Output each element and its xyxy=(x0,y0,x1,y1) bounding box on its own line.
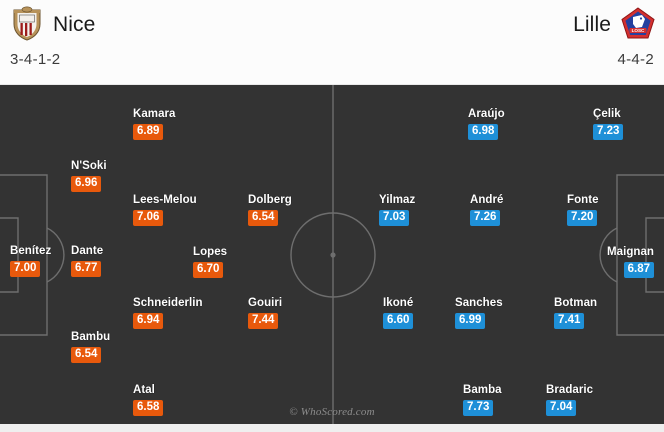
player-name: Bradaric xyxy=(546,384,594,396)
player-rating-badge[interactable]: 7.73 xyxy=(463,400,494,416)
away-team-name: Lille xyxy=(573,12,611,36)
player-name: Atal xyxy=(133,384,155,396)
player-name: Botman xyxy=(554,297,598,309)
player-name: Bambu xyxy=(71,331,111,343)
player-rating-badge[interactable]: 7.20 xyxy=(567,210,598,226)
player-rating-badge[interactable]: 6.70 xyxy=(193,262,224,278)
player-rating-badge[interactable]: 6.77 xyxy=(71,261,102,277)
footer-bar xyxy=(0,424,664,432)
player-name: Maignan xyxy=(607,246,654,258)
player-name: Araújo xyxy=(468,108,505,120)
player-name: Yilmaz xyxy=(379,194,416,206)
player-name: Gouiri xyxy=(248,297,283,309)
player-rating-badge[interactable]: 7.00 xyxy=(10,261,41,277)
svg-text:LOSC: LOSC xyxy=(632,28,645,33)
nice-crest-icon xyxy=(10,6,44,42)
player-name: Schneiderlin xyxy=(133,297,203,309)
player-rating-badge[interactable]: 7.03 xyxy=(379,210,410,226)
player-name: Dolberg xyxy=(248,194,292,206)
player-name: Ikoné xyxy=(383,297,414,309)
pitch: Benítez 7.00 Dante 6.77 N'Soki 6.96 Bambu 6.54 K… xyxy=(0,85,664,424)
away-team-row: Lille LOSC xyxy=(573,4,655,44)
player-name: Fonte xyxy=(567,194,599,206)
player-rating-badge[interactable]: 6.87 xyxy=(623,262,654,278)
player-rating-badge[interactable]: 6.54 xyxy=(71,347,102,363)
player-rating-badge[interactable]: 6.58 xyxy=(133,400,164,416)
player-name: Bamba xyxy=(463,384,502,396)
player-name: Lees-Melou xyxy=(133,194,197,206)
home-team-row: Nice xyxy=(10,4,95,44)
player-rating-badge[interactable]: 6.98 xyxy=(468,124,499,140)
home-formation: 3-4-1-2 xyxy=(10,51,61,68)
pitch-markings xyxy=(0,85,664,424)
player-name: Kamara xyxy=(133,108,176,120)
player-rating-badge[interactable]: 6.99 xyxy=(455,313,486,329)
player-name: Çelik xyxy=(593,108,621,120)
player-rating-badge[interactable]: 7.41 xyxy=(554,313,585,329)
player-name: André xyxy=(470,194,504,206)
player-name: N'Soki xyxy=(71,160,107,172)
lille-crest-icon: LOSC xyxy=(620,6,655,42)
player-name: Dante xyxy=(71,245,104,257)
player-rating-badge[interactable]: 7.26 xyxy=(470,210,501,226)
player-rating-badge[interactable]: 6.94 xyxy=(133,313,164,329)
home-team-block: Nice 3-4-1-2 xyxy=(10,4,95,68)
match-header: Nice 3-4-1-2 Lille LOSC 4-4-2 xyxy=(0,0,664,85)
player-rating-badge[interactable]: 6.96 xyxy=(71,176,102,192)
player-rating-badge[interactable]: 7.06 xyxy=(133,210,164,226)
player-rating-badge[interactable]: 7.44 xyxy=(248,313,279,329)
player-rating-badge[interactable]: 7.23 xyxy=(593,124,624,140)
home-team-name: Nice xyxy=(53,12,96,36)
away-formation: 4-4-2 xyxy=(617,51,654,68)
away-team-block: Lille LOSC 4-4-2 xyxy=(573,4,655,68)
player-name: Sanches xyxy=(455,297,503,309)
player-rating-badge[interactable]: 7.04 xyxy=(546,400,577,416)
player-name: Lopes xyxy=(193,246,228,258)
player-rating-badge[interactable]: 6.89 xyxy=(133,124,164,140)
player-name: Benítez xyxy=(10,245,52,257)
player-rating-badge[interactable]: 6.60 xyxy=(383,313,414,329)
player-rating-badge[interactable]: 6.54 xyxy=(248,210,279,226)
